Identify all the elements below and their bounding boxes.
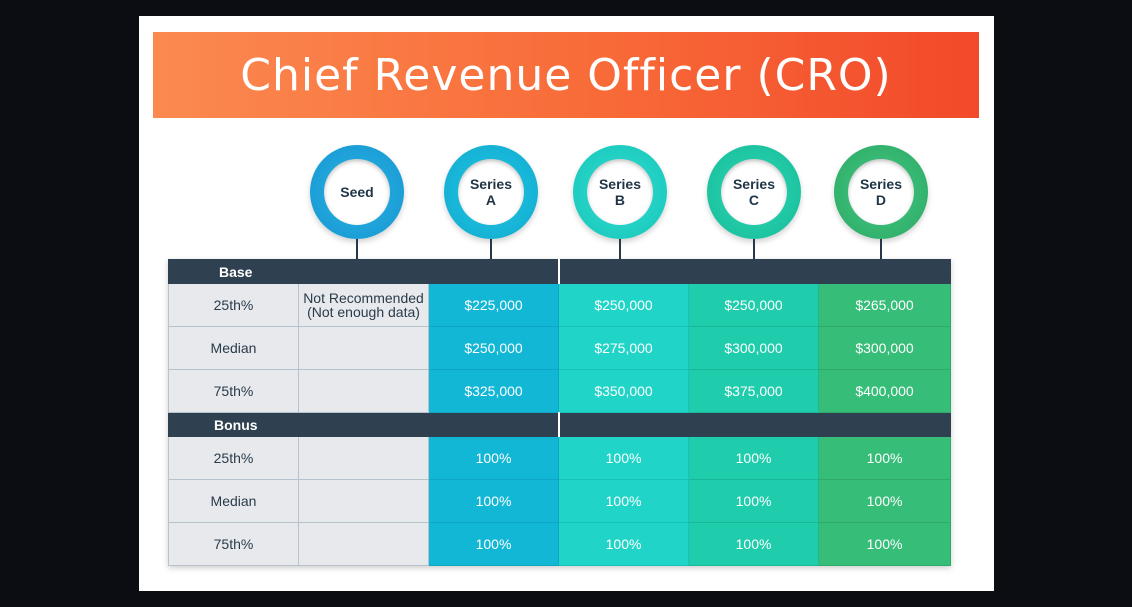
stage-seed-label: Seed [340,184,374,200]
stage-seed-badge: Seed [310,145,404,239]
row-label: Median [168,326,299,370]
section-header-bonus: Bonus [167,412,952,437]
series-c-cell: $250,000 [688,283,820,327]
row-label: Median [168,479,299,523]
stage-series-d-inner: Series D [848,159,914,225]
connector-series-c [753,239,755,261]
infographic-card: Chief Revenue Officer (CRO) Seed Series … [139,16,994,591]
series-a-cell: $325,000 [427,369,560,413]
series-a-cell: 100% [427,479,560,523]
section-label-bonus: Bonus [214,416,258,433]
stage-series-b-label: Series B [598,176,642,208]
series-a-cell: 100% [427,522,560,566]
seed-cell [298,479,429,523]
seed-cell [298,522,429,566]
page-title: Chief Revenue Officer (CRO) [240,49,892,101]
table-row: 75th% $325,000 $350,000 $375,000 $400,00… [168,369,952,413]
connector-seed [356,239,358,261]
series-b-cell: $350,000 [558,369,690,413]
row-label: 75th% [168,522,299,566]
series-b-cell: 100% [558,436,690,480]
series-d-cell: $400,000 [818,369,952,413]
series-d-cell: 100% [818,479,952,523]
series-a-cell: $225,000 [427,283,560,327]
row-label: 25th% [168,283,299,327]
table-row: 25th% 100% 100% 100% 100% [168,436,952,480]
table-row: Median 100% 100% 100% 100% [168,479,952,523]
compensation-table: Base 25th% Not Recommended (Not enough d… [167,259,952,566]
series-c-cell: $375,000 [688,369,820,413]
series-c-cell: $300,000 [688,326,820,370]
series-b-cell: $275,000 [558,326,690,370]
section-header-base: Base [167,259,952,284]
table-row: 25th% Not Recommended (Not enough data) … [168,283,952,327]
stage-seed-inner: Seed [324,159,390,225]
stage-series-a-label: Series A [469,176,513,208]
stage-series-c-inner: Series C [721,159,787,225]
stage-series-b-badge: Series B [573,145,667,239]
series-b-cell: 100% [558,522,690,566]
series-b-cell: $250,000 [558,283,690,327]
series-d-cell: $265,000 [818,283,952,327]
stage-series-d-label: Series D [859,176,903,208]
stage-series-b-inner: Series B [587,159,653,225]
connector-series-a [490,239,492,261]
stage-series-c-label: Series C [732,176,776,208]
stage-series-d-badge: Series D [834,145,928,239]
series-a-cell: $250,000 [427,326,560,370]
series-d-cell: 100% [818,436,952,480]
stage-series-c-badge: Series C [707,145,801,239]
stage-series-a-badge: Series A [444,145,538,239]
series-a-cell: 100% [427,436,560,480]
row-label: 25th% [168,436,299,480]
series-c-cell: 100% [688,479,820,523]
section-header-fill [557,259,952,284]
connector-series-b [619,239,621,261]
series-c-cell: 100% [688,436,820,480]
series-d-cell: 100% [818,522,952,566]
connector-series-d [880,239,882,261]
stage-series-a-inner: Series A [458,159,524,225]
title-banner: Chief Revenue Officer (CRO) [153,32,979,118]
series-b-cell: 100% [558,479,690,523]
section-header-fill [557,412,952,437]
series-d-cell: $300,000 [818,326,952,370]
table-row: 75th% 100% 100% 100% 100% [168,522,952,566]
seed-cell [298,326,429,370]
series-c-cell: 100% [688,522,820,566]
seed-cell: Not Recommended (Not enough data) [298,283,429,327]
row-label: 75th% [168,369,299,413]
seed-cell [298,369,429,413]
table-row: Median $250,000 $275,000 $300,000 $300,0… [168,326,952,370]
seed-cell [298,436,429,480]
section-label-base: Base [219,263,253,280]
